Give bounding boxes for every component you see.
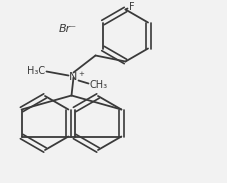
Text: +: + [79, 70, 84, 76]
Text: N: N [69, 72, 78, 83]
Text: H₃C: H₃C [27, 66, 45, 76]
Text: Br⁻: Br⁻ [59, 24, 77, 34]
Text: CH₃: CH₃ [89, 81, 108, 91]
Text: F: F [128, 3, 134, 12]
